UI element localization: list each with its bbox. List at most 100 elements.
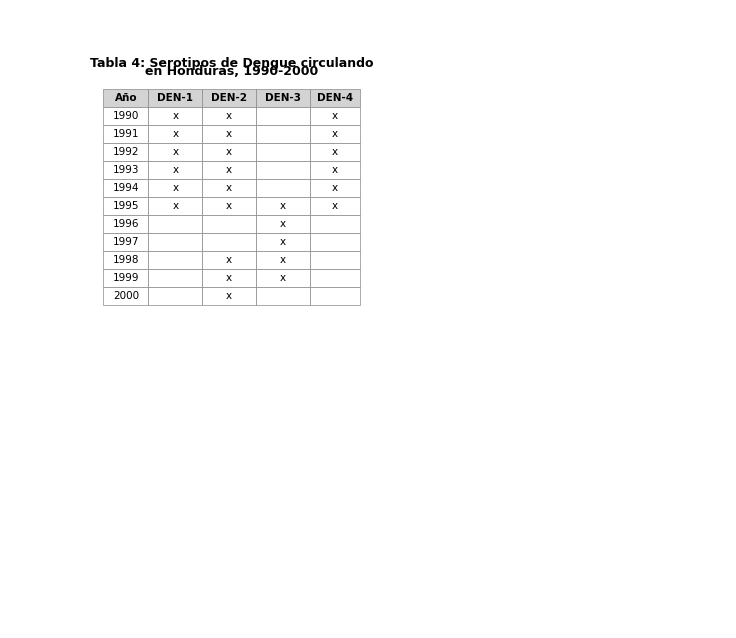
- FancyBboxPatch shape: [103, 215, 149, 233]
- FancyBboxPatch shape: [202, 161, 256, 179]
- Text: 1990: 1990: [113, 111, 139, 121]
- Text: x: x: [280, 237, 286, 247]
- Text: x: x: [172, 129, 178, 139]
- Text: DEN-3: DEN-3: [265, 93, 301, 103]
- Text: x: x: [172, 147, 178, 157]
- Text: x: x: [226, 273, 233, 283]
- Text: x: x: [280, 219, 286, 229]
- FancyBboxPatch shape: [202, 107, 256, 125]
- Text: x: x: [226, 111, 233, 121]
- Text: 1991: 1991: [113, 129, 139, 139]
- FancyBboxPatch shape: [310, 107, 360, 125]
- Text: x: x: [280, 255, 286, 265]
- Text: 1997: 1997: [113, 237, 139, 247]
- Text: x: x: [332, 129, 338, 139]
- FancyBboxPatch shape: [149, 125, 202, 143]
- FancyBboxPatch shape: [149, 233, 202, 251]
- Text: x: x: [226, 147, 233, 157]
- FancyBboxPatch shape: [103, 251, 149, 269]
- FancyBboxPatch shape: [149, 179, 202, 197]
- FancyBboxPatch shape: [310, 269, 360, 287]
- Text: x: x: [332, 165, 338, 175]
- Text: x: x: [226, 165, 233, 175]
- FancyBboxPatch shape: [256, 251, 310, 269]
- Text: DEN-1: DEN-1: [158, 93, 194, 103]
- FancyBboxPatch shape: [310, 215, 360, 233]
- FancyBboxPatch shape: [149, 161, 202, 179]
- FancyBboxPatch shape: [103, 269, 149, 287]
- FancyBboxPatch shape: [310, 143, 360, 161]
- Text: x: x: [226, 201, 233, 211]
- FancyBboxPatch shape: [149, 251, 202, 269]
- Text: x: x: [226, 291, 233, 301]
- FancyBboxPatch shape: [202, 251, 256, 269]
- FancyBboxPatch shape: [256, 233, 310, 251]
- FancyBboxPatch shape: [310, 179, 360, 197]
- Text: x: x: [226, 129, 233, 139]
- Text: en Honduras, 1990-2000: en Honduras, 1990-2000: [145, 65, 319, 78]
- Text: DEN-2: DEN-2: [211, 93, 247, 103]
- Text: 1996: 1996: [113, 219, 139, 229]
- FancyBboxPatch shape: [256, 287, 310, 305]
- FancyBboxPatch shape: [149, 197, 202, 215]
- FancyBboxPatch shape: [202, 215, 256, 233]
- Text: 1998: 1998: [113, 255, 139, 265]
- FancyBboxPatch shape: [103, 179, 149, 197]
- Text: x: x: [172, 201, 178, 211]
- FancyBboxPatch shape: [256, 161, 310, 179]
- FancyBboxPatch shape: [310, 89, 360, 107]
- Text: x: x: [280, 201, 286, 211]
- Text: Tabla 4: Serotipos de Dengue circulando: Tabla 4: Serotipos de Dengue circulando: [90, 57, 373, 70]
- FancyBboxPatch shape: [103, 107, 149, 125]
- FancyBboxPatch shape: [202, 143, 256, 161]
- Text: x: x: [332, 183, 338, 193]
- FancyBboxPatch shape: [256, 125, 310, 143]
- FancyBboxPatch shape: [202, 125, 256, 143]
- FancyBboxPatch shape: [310, 287, 360, 305]
- FancyBboxPatch shape: [202, 89, 256, 107]
- FancyBboxPatch shape: [256, 143, 310, 161]
- Text: DEN-4: DEN-4: [317, 93, 353, 103]
- FancyBboxPatch shape: [256, 215, 310, 233]
- FancyBboxPatch shape: [103, 125, 149, 143]
- Text: x: x: [332, 147, 338, 157]
- FancyBboxPatch shape: [256, 107, 310, 125]
- FancyBboxPatch shape: [310, 161, 360, 179]
- Text: 1994: 1994: [113, 183, 139, 193]
- FancyBboxPatch shape: [202, 197, 256, 215]
- FancyBboxPatch shape: [310, 125, 360, 143]
- FancyBboxPatch shape: [103, 89, 149, 107]
- Text: x: x: [280, 273, 286, 283]
- FancyBboxPatch shape: [149, 287, 202, 305]
- Text: 1995: 1995: [113, 201, 139, 211]
- Text: 2000: 2000: [113, 291, 139, 301]
- FancyBboxPatch shape: [149, 215, 202, 233]
- FancyBboxPatch shape: [256, 269, 310, 287]
- FancyBboxPatch shape: [256, 179, 310, 197]
- FancyBboxPatch shape: [103, 233, 149, 251]
- FancyBboxPatch shape: [149, 143, 202, 161]
- FancyBboxPatch shape: [310, 197, 360, 215]
- FancyBboxPatch shape: [103, 197, 149, 215]
- FancyBboxPatch shape: [103, 143, 149, 161]
- FancyBboxPatch shape: [310, 233, 360, 251]
- Text: x: x: [172, 111, 178, 121]
- Text: x: x: [332, 201, 338, 211]
- FancyBboxPatch shape: [149, 107, 202, 125]
- FancyBboxPatch shape: [149, 269, 202, 287]
- FancyBboxPatch shape: [256, 197, 310, 215]
- FancyBboxPatch shape: [310, 251, 360, 269]
- FancyBboxPatch shape: [202, 233, 256, 251]
- FancyBboxPatch shape: [202, 269, 256, 287]
- Text: x: x: [172, 165, 178, 175]
- FancyBboxPatch shape: [103, 287, 149, 305]
- FancyBboxPatch shape: [149, 89, 202, 107]
- Text: x: x: [172, 183, 178, 193]
- FancyBboxPatch shape: [103, 161, 149, 179]
- Text: 1992: 1992: [113, 147, 139, 157]
- FancyBboxPatch shape: [256, 89, 310, 107]
- FancyBboxPatch shape: [202, 287, 256, 305]
- Text: x: x: [226, 255, 233, 265]
- Text: x: x: [226, 183, 233, 193]
- FancyBboxPatch shape: [202, 179, 256, 197]
